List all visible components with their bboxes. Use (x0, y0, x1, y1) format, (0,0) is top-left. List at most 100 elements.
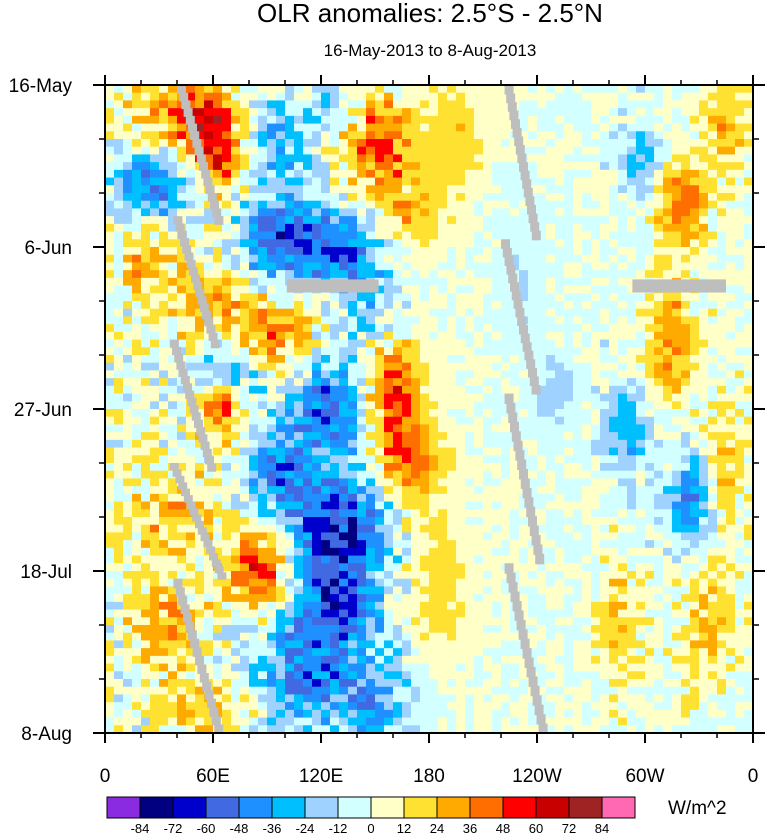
heatmap-cell (375, 401, 385, 410)
heatmap-cell (726, 270, 736, 279)
heatmap-cell (501, 216, 511, 225)
heatmap-cell (474, 424, 484, 433)
heatmap-cell (690, 216, 700, 225)
heatmap-cell (168, 571, 178, 580)
heatmap-cell (708, 470, 718, 480)
heatmap-cell (528, 262, 538, 271)
heatmap-cell (123, 555, 133, 564)
heatmap-cell (177, 316, 187, 325)
heatmap-cell (222, 439, 232, 449)
heatmap-cell (231, 208, 241, 217)
heatmap-cell (492, 108, 502, 117)
heatmap-cell (231, 517, 241, 526)
heatmap-cell (186, 316, 196, 325)
heatmap-cell (366, 401, 376, 410)
heatmap-cell (276, 532, 286, 541)
heatmap-cell (465, 131, 475, 140)
heatmap-cell (159, 85, 169, 94)
heatmap-cell (357, 293, 367, 302)
heatmap-cell (114, 424, 124, 433)
heatmap-cell (447, 509, 457, 518)
heatmap-cell (186, 586, 196, 595)
heatmap-cell (114, 169, 124, 179)
heatmap-cell (555, 470, 565, 480)
heatmap-cell (573, 555, 583, 564)
heatmap-cell (276, 308, 286, 318)
heatmap-cell (402, 162, 412, 171)
heatmap-cell (393, 401, 403, 410)
heatmap-cell (195, 501, 205, 510)
heatmap-cell (222, 324, 232, 333)
heatmap-cell (258, 331, 268, 341)
heatmap-cell (240, 409, 250, 418)
heatmap-cell (393, 347, 403, 356)
heatmap-cell (735, 563, 745, 572)
heatmap-cell (429, 185, 439, 194)
heatmap-cell (348, 370, 358, 379)
heatmap-cell (231, 555, 241, 564)
heatmap-cell (321, 547, 331, 557)
heatmap-cell (429, 208, 439, 217)
heatmap-cell (708, 208, 718, 217)
heatmap-cell (114, 609, 124, 618)
heatmap-cell (564, 517, 574, 526)
heatmap-cell (573, 239, 583, 248)
heatmap-cell (348, 262, 358, 271)
heatmap-cell (537, 208, 547, 217)
heatmap-cell (645, 223, 655, 233)
heatmap-cell (411, 393, 421, 402)
heatmap-cell (474, 555, 484, 564)
heatmap-cell (150, 447, 160, 456)
heatmap-cell (483, 123, 493, 132)
heatmap-cell (159, 200, 169, 210)
heatmap-cell (537, 362, 547, 372)
heatmap-cell (492, 339, 502, 348)
heatmap-cell (438, 115, 448, 125)
heatmap-cell (393, 200, 403, 210)
heatmap-cell (276, 478, 286, 487)
heatmap-cell (537, 501, 547, 510)
heatmap-cell (114, 524, 124, 534)
heatmap-cell (699, 509, 709, 518)
heatmap-cell (672, 470, 682, 480)
heatmap-cell (447, 193, 457, 202)
heatmap-cell (501, 524, 511, 534)
heatmap-cell (249, 239, 259, 248)
heatmap-cell (159, 154, 169, 163)
heatmap-cell (627, 578, 637, 588)
heatmap-cell (717, 270, 727, 279)
heatmap-cell (690, 355, 700, 364)
heatmap-cell (285, 563, 295, 572)
heatmap-cell (708, 401, 718, 410)
heatmap-cell (114, 455, 124, 464)
heatmap-cell (429, 563, 439, 572)
heatmap-cell (735, 308, 745, 318)
heatmap-cell (240, 378, 250, 387)
heatmap-cell (537, 455, 547, 464)
heatmap-cell (348, 200, 358, 210)
heatmap-cell (519, 139, 529, 148)
heatmap-cell (582, 609, 592, 618)
heatmap-cell (294, 131, 304, 140)
heatmap-cell (303, 200, 313, 210)
heatmap-cell (582, 85, 592, 94)
heatmap-cell (582, 262, 592, 271)
heatmap-cell (672, 131, 682, 140)
heatmap-cell (402, 470, 412, 480)
heatmap-cell (231, 331, 241, 341)
heatmap-cell (573, 439, 583, 449)
heatmap-cell (492, 154, 502, 163)
heatmap-cell (672, 154, 682, 163)
heatmap-cell (447, 370, 457, 379)
heatmap-cell (393, 486, 403, 495)
heatmap-cell (276, 370, 286, 379)
heatmap-cell (474, 362, 484, 372)
heatmap-cell (483, 185, 493, 194)
heatmap-cell (375, 463, 385, 472)
heatmap-cell (420, 139, 430, 148)
heatmap-cell (645, 177, 655, 186)
heatmap-cell (249, 108, 259, 117)
heatmap-cell (654, 208, 664, 217)
heatmap-cell (222, 123, 232, 132)
heatmap-cell (474, 293, 484, 302)
